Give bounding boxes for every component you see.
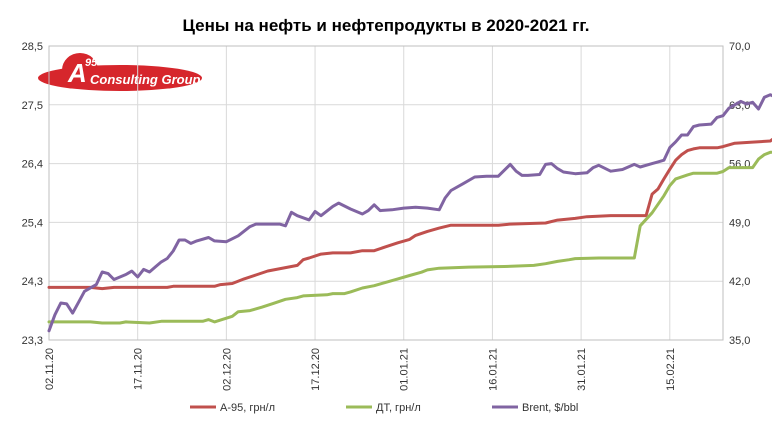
series-line-1 [47,137,772,291]
x-tick-label: 02.12.20 [221,348,233,391]
x-tick-label: 02.11.20 [44,348,56,390]
series-line-3 [47,93,772,333]
y-left-tick-label: 26,4 [22,159,43,171]
legend-label: А-95, грн/л [220,402,275,414]
y-left-tick-label: 27,5 [22,100,43,112]
y-right-tick-label: 42,0 [729,276,750,288]
grid-lines [48,45,723,341]
x-tick-label: 17.12.20 [310,348,322,391]
x-tick-label: 01.01.21 [399,348,411,391]
legend-label: ДТ, грн/л [376,402,421,414]
y-axis-left: 23,3 24,3 25,4 26,4 27,5 28,5 [22,41,43,347]
y-right-tick-label: 35,0 [729,335,750,347]
logo-superscript: 95 [85,57,98,69]
x-tick-label: 16.01.21 [487,348,499,391]
plot-area-border [48,45,724,341]
brand-logo: A 95 Consulting Group [38,53,202,91]
logo-letter: A [67,58,87,88]
y-axis-right: 35,042,049,056,063,070,0 [729,41,750,347]
x-tick-label: 17.11.20 [133,348,145,390]
y-right-tick-label: 49,0 [729,217,750,229]
x-tick-label: 15.02.21 [665,348,677,391]
x-axis: 02.11.20 17.11.20 02.12.20 17.12.20 01.01.21… [44,348,677,391]
y-left-tick-label: 28,5 [22,41,43,53]
series-lines [47,93,772,333]
x-tick-label: 31.01.21 [576,348,588,391]
y-left-tick-label: 23,3 [22,335,43,347]
series-line-2 [47,150,772,325]
y-left-tick-label: 24,3 [22,276,43,288]
legend-label: Brent, $/bbl [522,402,578,414]
chart-title: Цены на нефть и нефтепродукты в 2020-202… [183,16,590,35]
logo-badge [62,53,98,87]
logo-tagline: Consulting Group [90,72,201,87]
y-left-tick-label: 25,4 [22,217,43,229]
legend: А-95, грн/л ДТ, грн/л Brent, $/bbl [190,402,578,414]
y-right-tick-label: 70,0 [729,41,750,53]
